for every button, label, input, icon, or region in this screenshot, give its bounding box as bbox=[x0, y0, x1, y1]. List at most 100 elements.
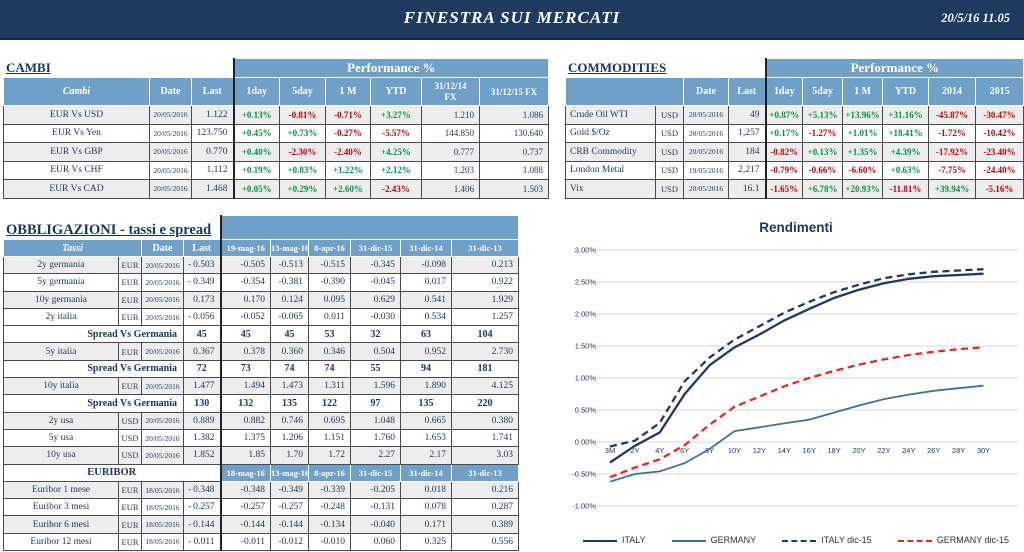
cell: 130 bbox=[183, 394, 221, 413]
cell: -0.79% bbox=[764, 160, 804, 180]
cell: +0.45% bbox=[232, 123, 280, 143]
cell: -45.87% bbox=[928, 105, 977, 125]
cell: 0.060 bbox=[350, 532, 401, 552]
section-title-cell: COMMODITIES bbox=[564, 58, 767, 78]
cell: +0.17% bbox=[764, 123, 804, 143]
table-row: Euribor 12 mesi EUR 18/05/2016-0.011 -0.011… bbox=[3, 532, 519, 552]
cell: -0.503 bbox=[183, 255, 221, 275]
svg-text:14Y: 14Y bbox=[778, 446, 791, 455]
cell: 20/05/2016 bbox=[149, 123, 192, 143]
svg-text:2.00%: 2.00% bbox=[575, 310, 597, 319]
cell: EUR Vs Yen bbox=[3, 123, 150, 143]
cell: EUR Vs GBP bbox=[3, 142, 150, 162]
cell: 181 bbox=[451, 359, 519, 379]
cell: 0.017 bbox=[400, 273, 452, 292]
series-italy-dic-15 bbox=[609, 268, 984, 448]
cell: 32 bbox=[350, 325, 401, 344]
cell: -0.27% bbox=[325, 123, 371, 143]
cell: 31-dic-15 bbox=[350, 463, 401, 482]
cell: 0.018 bbox=[400, 480, 452, 500]
cell: +0.19% bbox=[232, 160, 280, 180]
cell: USD bbox=[655, 142, 684, 162]
table-row: Spread Vs Germania 72 73 74 74 55 94 181 bbox=[3, 359, 519, 379]
cell: Date bbox=[141, 239, 184, 257]
table-row: Crude Oil WTI USD 20/05/2016 49 +0.87% +5.13%… bbox=[565, 105, 1024, 125]
cell: 20/05/2016 bbox=[141, 446, 184, 465]
cell: -1.65% bbox=[764, 179, 804, 199]
cell: 1.048 bbox=[350, 411, 401, 430]
cell: 20/05/2016 bbox=[149, 142, 192, 162]
cell: 1day bbox=[232, 77, 280, 106]
cell: -2.43% bbox=[370, 179, 422, 199]
cell: -0.257 bbox=[219, 498, 271, 517]
cell: 0.078 bbox=[400, 498, 452, 517]
svg-text:1.50%: 1.50% bbox=[575, 342, 597, 351]
cell: 20/05/2016 bbox=[683, 179, 729, 199]
report-datetime: 20/5/16 11.05 bbox=[941, 11, 1010, 25]
cell: 13-mag-16 bbox=[270, 239, 309, 257]
svg-text:1.00%: 1.00% bbox=[575, 374, 597, 383]
svg-text:24Y: 24Y bbox=[902, 446, 915, 455]
svg-text:0.50%: 0.50% bbox=[575, 406, 597, 415]
cell: +0.73% bbox=[279, 123, 326, 143]
cell: 130.640 bbox=[478, 123, 550, 143]
yield-curve-plot: 3.00% 2.50% 2.00% 1.50% 1.00% 0.50% 0.00% -0.50… bbox=[572, 246, 1018, 511]
cell: 74 bbox=[270, 359, 309, 379]
cell: +0.13% bbox=[802, 142, 844, 162]
cell: 20/05/2016 bbox=[683, 105, 729, 125]
cell: Date bbox=[683, 77, 729, 106]
cell: 18-mag-16 bbox=[219, 463, 271, 482]
cell: 2y italia bbox=[3, 307, 119, 327]
svg-text:-0.50%: -0.50% bbox=[572, 470, 596, 479]
cell: 1 M bbox=[842, 77, 884, 106]
cell: 20/05/2016 bbox=[141, 428, 184, 448]
cell: 2,217 bbox=[727, 160, 767, 180]
cell: -0.056 bbox=[183, 307, 221, 327]
cell: 1,257 bbox=[727, 123, 767, 143]
svg-text:2Y: 2Y bbox=[630, 446, 639, 455]
cell: 5y germania bbox=[3, 273, 119, 292]
cell: 1.468 bbox=[191, 179, 234, 199]
commodities-section-title: COMMODITIES bbox=[568, 60, 667, 75]
cell: 53 bbox=[308, 325, 351, 344]
cell: 1.653 bbox=[400, 428, 452, 448]
cell: 0.534 bbox=[400, 307, 452, 327]
legend-item: GERMANY dic-15 bbox=[897, 535, 1009, 545]
cell: +5.13% bbox=[802, 105, 844, 125]
cell: 31-dic-13 bbox=[451, 239, 519, 257]
cell: 0.367 bbox=[183, 342, 221, 361]
cell: 45 bbox=[219, 325, 271, 344]
cell: +2.12% bbox=[370, 160, 422, 180]
svg-text:6Y: 6Y bbox=[680, 446, 689, 455]
cell: 1.929 bbox=[451, 290, 519, 309]
cell: 20/05/2016 bbox=[683, 142, 729, 162]
table-row: EURIBOR 18-mag-16 13-mag-16 8-apr-16 31-dic-… bbox=[3, 463, 519, 482]
table-row: 10y germania EUR 20/05/2016 0.173 0.170 0.124… bbox=[3, 290, 519, 309]
section-band: CAMBI Performance % bbox=[3, 58, 550, 78]
table-row: Euribor 6 mesi EUR 18/05/2016-0.144 -0.144-… bbox=[3, 515, 519, 534]
cell: 18/05/2016 bbox=[141, 480, 184, 500]
cell: -6.60% bbox=[842, 160, 884, 180]
cell: EUR Vs USD bbox=[3, 105, 150, 125]
cell: 220 bbox=[451, 394, 519, 413]
cell: EUR Vs CHF bbox=[3, 160, 150, 180]
cell: -0.065 bbox=[270, 307, 309, 327]
cell: 1.494 bbox=[219, 377, 271, 396]
section-band: OBBLIGAZIONI - tassi e spread bbox=[3, 215, 519, 240]
cell: 0.170 bbox=[219, 290, 271, 309]
cell: -0.011 bbox=[219, 532, 271, 552]
table-row: 10y usa USD 20/05/2016 1.852 1.85 1.70 1.72 2.2… bbox=[3, 446, 519, 465]
cell: 0.746 bbox=[270, 411, 309, 430]
table-row: Spread Vs Germania 45 45 45 53 32 63 104 bbox=[3, 325, 519, 344]
cambi-table: CAMBI Performance % Cambi Date Last 1day 5da… bbox=[3, 58, 550, 199]
cell: +31.16% bbox=[882, 105, 930, 125]
cell: 0.095 bbox=[308, 290, 351, 309]
cell: 0.346 bbox=[308, 342, 351, 361]
cell: 0.777 bbox=[421, 142, 480, 162]
legend-label: ITALY bbox=[621, 535, 646, 545]
cell: -30.47% bbox=[975, 105, 1024, 125]
cell: +0.83% bbox=[279, 160, 326, 180]
table-row: 10y italia EUR 20/05/2016 1.477 1.494 1.473 1.… bbox=[3, 377, 519, 396]
table-row: EUR Vs CHF 20/05/2016 1.112 +0.19% +0.83% +1.… bbox=[3, 160, 550, 180]
cell: -0.030 bbox=[350, 307, 401, 327]
